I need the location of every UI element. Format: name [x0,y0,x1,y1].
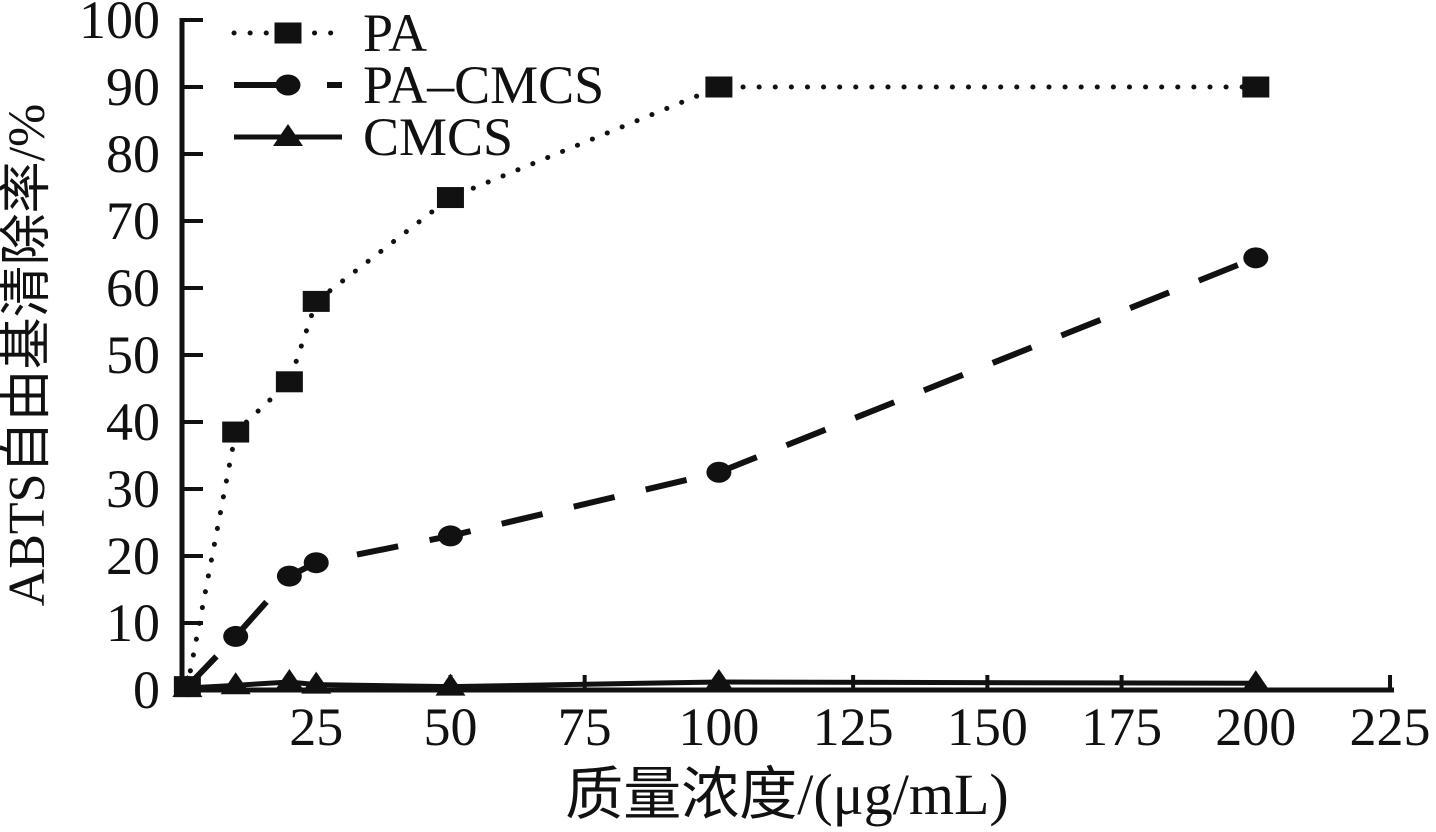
circle-marker [1243,247,1269,269]
circle-marker [276,565,302,587]
square-marker [275,371,303,393]
y-axis-title: ABTS自由基清除率/% [0,104,56,607]
legend-entry-3: CMCS [234,107,513,167]
circle-marker [303,552,329,574]
y-tick-label: 30 [106,459,160,519]
legend-circle-marker [275,74,301,96]
x-tick-label: 200 [1215,697,1296,757]
legend-triangle-marker [273,124,303,146]
x-tick-label: 100 [678,697,759,757]
triangle-marker [274,668,305,691]
triangle-marker [220,672,251,695]
x-axis-title: 质量浓度/(μg/mL) [565,762,1009,827]
series-circle [174,247,1269,698]
legend-entry-1: PA [231,3,427,63]
legend-square-marker [274,22,302,44]
x-tick-label: 75 [558,697,612,757]
triangle-marker [172,674,203,697]
square-marker [705,76,733,98]
series-layer [172,76,1271,698]
y-tick-label: 70 [106,191,160,251]
y-tick-label: 50 [106,325,160,385]
series-triangle [172,668,1271,697]
x-tick-label: 25 [289,697,343,757]
x-tick-label: 150 [947,697,1028,757]
y-tick-label: 60 [106,258,160,318]
triangle-marker [1240,670,1271,693]
y-tick-label: 0 [133,660,160,720]
x-tick-label: 175 [1081,697,1162,757]
legend-entry-2: PA–CMCS [234,55,604,115]
legend-label: CMCS [363,107,513,167]
x-tick-label: 50 [423,697,477,757]
circle-marker [437,525,463,547]
axes-layer: 25 50 75 100 125 150 175 200 225 0 10 20 30 40 50 60 70 8… [79,0,1431,757]
y-tick-label: 80 [106,124,160,184]
triangle-marker [703,668,734,691]
x-tick-label: 225 [1350,697,1431,757]
legend-label: PA [363,3,427,63]
y-tick-label: 90 [106,57,160,117]
series-line-dotted [184,84,1259,690]
series-square [173,76,1270,698]
x-tick-label: 125 [813,697,894,757]
triangle-marker [301,671,332,694]
y-tick-label: 20 [106,526,160,586]
triangle-marker [435,673,466,696]
square-marker [1242,76,1270,98]
y-tick-label: 100 [79,0,160,50]
square-marker [302,290,330,312]
legend-label: PA–CMCS [363,55,604,115]
square-marker [222,421,250,443]
y-tick-label: 10 [106,593,160,653]
y-tick-label: 40 [106,392,160,452]
square-marker [436,187,464,209]
circle-marker [223,625,249,647]
circle-marker [706,461,732,483]
